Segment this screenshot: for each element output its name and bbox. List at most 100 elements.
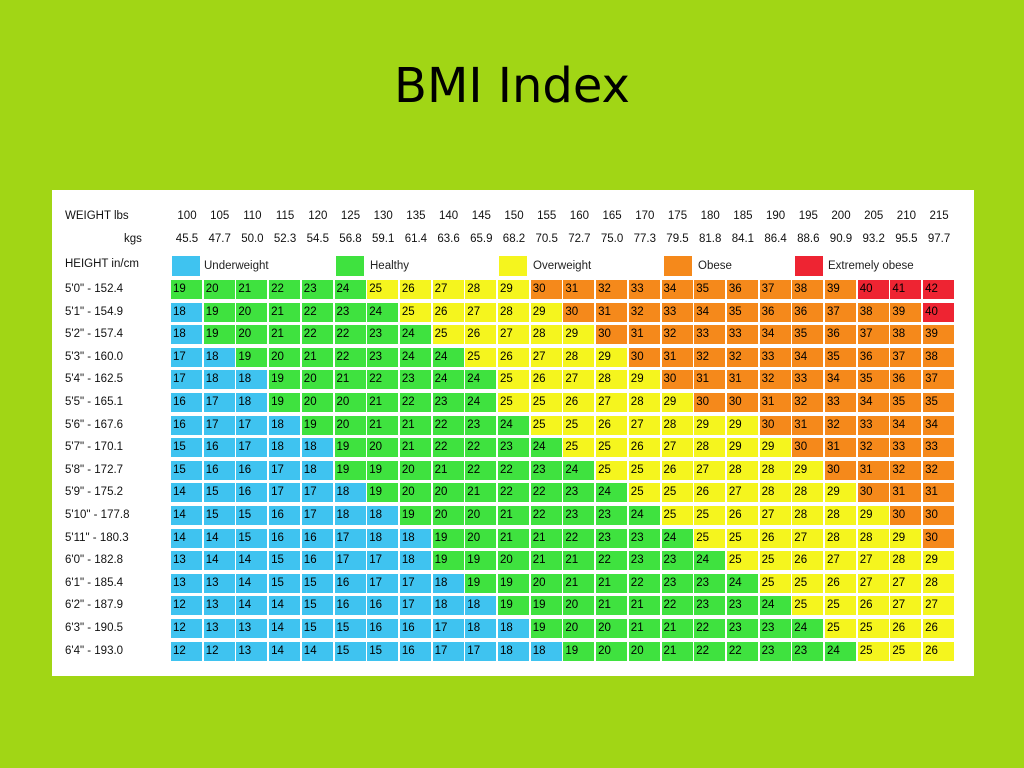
bmi-cell: 19 bbox=[432, 528, 464, 548]
bmi-cell: 26 bbox=[759, 528, 791, 548]
bmi-cell: 24 bbox=[661, 528, 693, 548]
bmi-cell: 37 bbox=[759, 280, 791, 299]
bmi-cell: 19 bbox=[563, 641, 595, 661]
bmi-cell: 32 bbox=[661, 325, 693, 345]
bmi-cell: 18 bbox=[203, 347, 235, 367]
bmi-cell: 16 bbox=[367, 619, 399, 638]
bmi-cell: 35 bbox=[694, 280, 726, 299]
bmi-cell: 25 bbox=[661, 483, 693, 503]
bmi-cell: 28 bbox=[825, 506, 856, 525]
legend-swatch-healthy bbox=[336, 256, 364, 276]
bmi-cell: 26 bbox=[596, 415, 628, 435]
bmi-cell: 24 bbox=[792, 619, 824, 638]
bmi-cell: 28 bbox=[825, 528, 856, 548]
bmi-cell: 32 bbox=[857, 438, 889, 458]
weight-lbs-tick: 185 bbox=[733, 210, 753, 222]
bmi-cell: 30 bbox=[792, 438, 824, 458]
bmi-cell: 21 bbox=[596, 596, 628, 616]
bmi-cell: 18 bbox=[530, 641, 562, 661]
legend-label-obese: Obese bbox=[698, 260, 732, 272]
bmi-cell: 28 bbox=[563, 347, 595, 367]
bmi-cell: 35 bbox=[890, 393, 922, 412]
weight-kgs-tick: 54.5 bbox=[306, 233, 329, 245]
bmi-cell: 26 bbox=[563, 393, 595, 412]
bmi-cell: 27 bbox=[596, 393, 628, 412]
bmi-cell: 20 bbox=[301, 393, 333, 412]
bmi-cell: 27 bbox=[628, 415, 660, 435]
bmi-cell: 35 bbox=[923, 393, 955, 412]
slide-title: BMI Index bbox=[394, 58, 630, 114]
bmi-cell: 25 bbox=[825, 619, 856, 638]
bmi-cell: 15 bbox=[334, 619, 366, 638]
bmi-cell: 31 bbox=[694, 370, 726, 390]
bmi-cell: 17 bbox=[269, 460, 301, 480]
bmi-cell: 28 bbox=[792, 483, 824, 503]
bmi-cell: 29 bbox=[857, 506, 889, 525]
bmi-cell: 13 bbox=[171, 573, 202, 593]
weight-kgs-tick: 93.2 bbox=[862, 233, 885, 245]
bmi-cell: 21 bbox=[432, 460, 464, 480]
bmi-cell: 19 bbox=[334, 438, 366, 458]
bmi-cell: 32 bbox=[792, 393, 824, 412]
height-tick-label: 6'3" - 190.5 bbox=[65, 622, 124, 634]
bmi-cell: 33 bbox=[661, 302, 693, 322]
bmi-cell: 16 bbox=[334, 573, 366, 593]
height-tick-label: 5'4" - 162.5 bbox=[65, 373, 124, 386]
weight-lbs-tick: 110 bbox=[243, 210, 262, 222]
bmi-cell: 24 bbox=[334, 280, 366, 299]
bmi-cell: 22 bbox=[334, 347, 366, 367]
bmi-cell: 16 bbox=[203, 438, 235, 458]
bmi-cell: 36 bbox=[825, 325, 856, 345]
bmi-cell: 20 bbox=[334, 415, 366, 435]
bmi-cell: 16 bbox=[269, 528, 301, 548]
bmi-cell: 15 bbox=[236, 528, 268, 548]
bmi-cell: 14 bbox=[236, 551, 268, 571]
bmi-cell: 13 bbox=[203, 573, 235, 593]
bmi-cell: 22 bbox=[465, 460, 497, 480]
kgs-label: kgs bbox=[124, 233, 142, 245]
bmi-cell: 25 bbox=[890, 641, 922, 661]
bmi-cell: 19 bbox=[465, 573, 497, 593]
bmi-cell: 29 bbox=[530, 302, 562, 322]
bmi-cell: 18 bbox=[334, 483, 366, 503]
weight-kgs-tick: 68.2 bbox=[502, 233, 526, 245]
bmi-cell: 12 bbox=[203, 641, 235, 661]
bmi-cell: 31 bbox=[890, 483, 922, 503]
bmi-cell: 28 bbox=[890, 551, 922, 571]
bmi-cell: 24 bbox=[563, 460, 595, 480]
bmi-cell: 24 bbox=[465, 370, 497, 390]
bmi-cell: 16 bbox=[236, 460, 268, 480]
bmi-cell: 15 bbox=[301, 573, 333, 593]
bmi-cell: 30 bbox=[759, 415, 791, 435]
bmi-cell: 21 bbox=[563, 573, 595, 593]
bmi-cell: 26 bbox=[792, 551, 824, 571]
bmi-cell: 22 bbox=[399, 393, 431, 412]
bmi-cell: 39 bbox=[890, 302, 922, 322]
bmi-cell: 26 bbox=[661, 460, 693, 480]
bmi-cell: 37 bbox=[857, 325, 889, 345]
bmi-cell: 22 bbox=[596, 551, 628, 571]
bmi-cell: 25 bbox=[857, 641, 889, 661]
bmi-cell: 23 bbox=[432, 393, 464, 412]
bmi-cell: 18 bbox=[465, 596, 497, 616]
weight-kgs-tick: 81.8 bbox=[698, 233, 722, 245]
bmi-cell: 22 bbox=[628, 573, 660, 593]
bmi-cell: 33 bbox=[628, 280, 660, 299]
bmi-cell: 34 bbox=[661, 280, 693, 299]
height-tick-label: 6'0" - 182.8 bbox=[65, 554, 124, 567]
bmi-cell: 23 bbox=[726, 596, 758, 616]
bmi-cell: 16 bbox=[269, 506, 301, 525]
bmi-cell: 34 bbox=[759, 325, 791, 345]
bmi-cell: 14 bbox=[269, 619, 301, 638]
bmi-cell: 21 bbox=[269, 302, 301, 322]
bmi-cell: 23 bbox=[596, 506, 628, 525]
bmi-cell: 23 bbox=[399, 370, 431, 390]
bmi-cell: 38 bbox=[923, 347, 955, 367]
bmi-cell: 26 bbox=[628, 438, 660, 458]
bmi-cell: 27 bbox=[694, 460, 726, 480]
bmi-cell: 28 bbox=[923, 573, 955, 593]
bmi-cell: 33 bbox=[890, 438, 922, 458]
bmi-cell: 20 bbox=[628, 641, 660, 661]
bmi-cell: 17 bbox=[432, 641, 464, 661]
bmi-cell: 26 bbox=[923, 619, 955, 638]
